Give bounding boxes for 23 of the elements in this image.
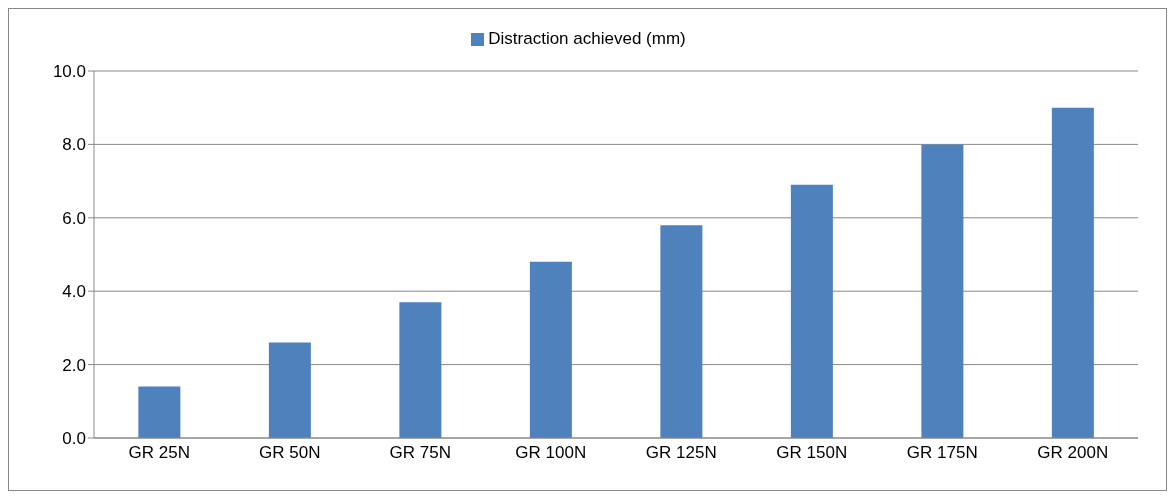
y-tick-label: 2.0 — [62, 355, 86, 375]
bar — [268, 342, 311, 438]
y-tick-label: 4.0 — [62, 282, 86, 302]
x-tick-label: GR 50N — [259, 443, 321, 463]
bar — [790, 184, 833, 438]
x-tick-label: GR 125N — [645, 443, 717, 463]
legend-label: Distraction achieved (mm) — [488, 29, 686, 48]
y-tick-label: 8.0 — [62, 135, 86, 155]
bar — [399, 302, 442, 438]
x-tick-label: GR 150N — [776, 443, 848, 463]
bar — [138, 386, 181, 438]
x-tick-label: GR 100N — [515, 443, 587, 463]
bar — [921, 144, 964, 438]
bar — [660, 225, 703, 438]
x-tick-label: GR 75N — [389, 443, 451, 463]
y-tick-label: 6.0 — [62, 208, 86, 228]
y-tick-label: 0.0 — [62, 429, 86, 449]
y-tick-label: 10.0 — [52, 62, 86, 82]
bar — [1051, 107, 1094, 438]
bar — [529, 261, 572, 438]
x-tick-label: GR 25N — [128, 443, 190, 463]
x-tick-label: GR 200N — [1037, 443, 1109, 463]
x-tick-label: GR 175N — [906, 443, 978, 463]
